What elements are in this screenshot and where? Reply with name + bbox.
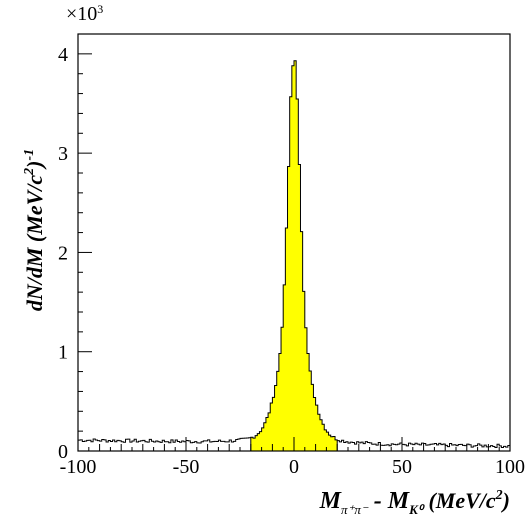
y-tick-label: 4 xyxy=(58,44,68,66)
x-tick-label: -50 xyxy=(173,456,200,478)
histogram-line xyxy=(78,60,510,449)
y-tick-label: 1 xyxy=(58,342,68,364)
x-tick-label: 50 xyxy=(392,456,412,478)
plot-area: -100 -50 0 50 100 0 1 2 3 4 xyxy=(58,33,525,478)
y-multiplier-label: ×103 xyxy=(66,2,103,25)
signal-region-fill xyxy=(250,60,338,452)
x-tick-label: 0 xyxy=(289,456,299,478)
x-tick-label: 100 xyxy=(495,456,525,478)
x-tick-label: -100 xyxy=(60,456,97,478)
y-tick-label: 2 xyxy=(58,242,68,264)
y-tick-label: 0 xyxy=(58,441,68,463)
y-tick-label: 3 xyxy=(58,143,68,165)
y-axis-title: dN/dM (MeV/c2)-1 xyxy=(22,149,47,311)
x-axis-title: Mπ⁺π⁻ - MK⁰ (MeV/c2) xyxy=(319,488,510,517)
